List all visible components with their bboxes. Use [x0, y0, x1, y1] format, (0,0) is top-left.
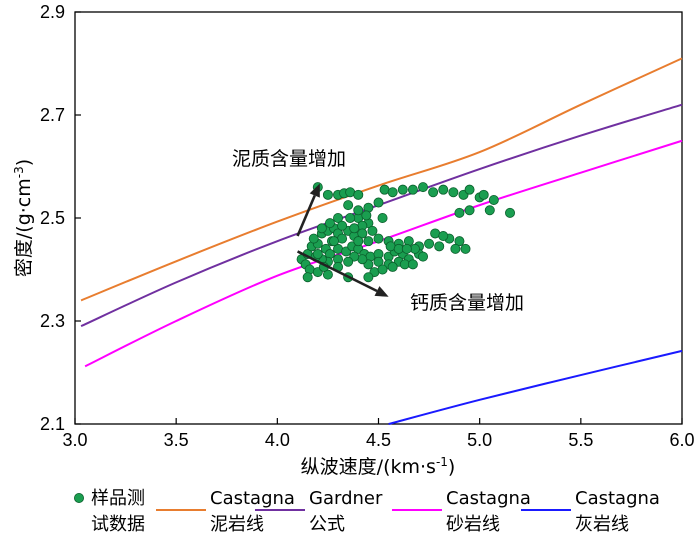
sample-point: [387, 187, 398, 198]
legend-label: 砂岩线: [446, 514, 500, 535]
sample-point: [373, 197, 384, 208]
x-tick-label: 5.5: [568, 430, 593, 450]
y-tick-label: 2.9: [40, 2, 65, 22]
sample-point: [349, 223, 360, 234]
sample-point: [361, 210, 372, 221]
sample-point: [333, 212, 344, 223]
sample-point: [454, 207, 465, 218]
sample-point: [418, 182, 429, 193]
sample-point: [464, 184, 475, 195]
sample-point: [418, 251, 429, 262]
sample-point: [345, 212, 356, 223]
sample-point: [464, 205, 475, 216]
sample-point: [322, 269, 333, 280]
sample-point: [407, 184, 418, 195]
sample-point: [460, 243, 471, 254]
sample-point: [353, 236, 364, 247]
sample-point: [302, 272, 313, 283]
x-axis-title: 纵波速度/(km·s-1): [301, 455, 456, 478]
sample-point: [322, 189, 333, 200]
legend-label: Castagna: [575, 488, 660, 509]
legend-label: 样品测: [91, 488, 145, 509]
sample-point: [377, 212, 388, 223]
sample-point: [407, 259, 418, 270]
sample-point: [316, 223, 327, 234]
x-tick-label: 6.0: [669, 430, 694, 450]
sample-point: [484, 205, 495, 216]
x-tick-label: 3.0: [62, 430, 87, 450]
y-tick-label: 2.1: [40, 414, 65, 434]
x-tick-label: 3.5: [164, 430, 189, 450]
calcite-increase-label: 钙质含量增加: [410, 292, 524, 314]
sample-point: [363, 236, 374, 247]
sample-point: [397, 184, 408, 195]
clay-increase-arrow: [296, 183, 320, 237]
legend-item: Castagna 砂岩线: [392, 488, 531, 535]
sample-point: [373, 256, 384, 267]
legend-item: Castagna 泥岩线: [156, 488, 295, 535]
sample-point: [478, 189, 489, 200]
legend-item: Gardner 公式: [255, 488, 383, 535]
castagna-sandstone-line: [84, 139, 683, 368]
sample-point: [343, 200, 354, 211]
sample-point: [450, 243, 461, 254]
sample-point: [373, 233, 384, 244]
legend-label: 公式: [309, 514, 345, 535]
legend-label: Castagna: [446, 488, 531, 509]
x-tick-label: 4.5: [366, 430, 391, 450]
sample-point: [337, 220, 348, 231]
y-tick-label: 2.5: [40, 208, 65, 228]
legend-item: Castagna 灰岩线: [521, 488, 660, 535]
legend-label: Castagna: [210, 488, 295, 509]
sample-point: [438, 184, 449, 195]
legend-label: 试数据: [91, 514, 145, 535]
x-tick-label: 5.0: [467, 430, 492, 450]
sample-point: [505, 207, 516, 218]
sample-point: [401, 243, 412, 254]
sample-point: [387, 261, 398, 272]
sample-point: [328, 236, 339, 247]
legend-label: 泥岩线: [210, 514, 264, 535]
sample-point: [357, 228, 368, 239]
sample-point: [367, 225, 378, 236]
y-tick-label: 2.3: [40, 311, 65, 331]
y-tick-label: 2.7: [40, 105, 65, 125]
sample-point: [343, 256, 354, 267]
legend-label: 灰岩线: [575, 514, 629, 535]
sample-point: [448, 187, 459, 198]
sample-point: [438, 231, 449, 242]
clay-increase-label: 泥质含量增加: [232, 148, 346, 170]
sample-point: [488, 194, 499, 205]
calcite-increase-arrow: [296, 250, 389, 297]
sample-point: [308, 233, 319, 244]
sample-point: [353, 189, 364, 200]
castagna-limestone-line: [388, 349, 683, 425]
sample-point: [424, 238, 435, 249]
y-axis-title: 密度/(g·cm-3): [12, 159, 35, 277]
x-tick-label: 4.0: [265, 430, 290, 450]
sample-point: [312, 249, 323, 260]
sample-point: [428, 187, 439, 198]
sample-point: [377, 264, 388, 275]
castagna-mudrock-line: [80, 57, 683, 302]
sample-point: [353, 205, 364, 216]
sample-point: [434, 241, 445, 252]
legend-marker: [74, 492, 85, 503]
sample-point: [324, 218, 335, 229]
sample-point: [363, 272, 374, 283]
sample-point: [454, 236, 465, 247]
legend-label: Gardner: [309, 488, 383, 509]
